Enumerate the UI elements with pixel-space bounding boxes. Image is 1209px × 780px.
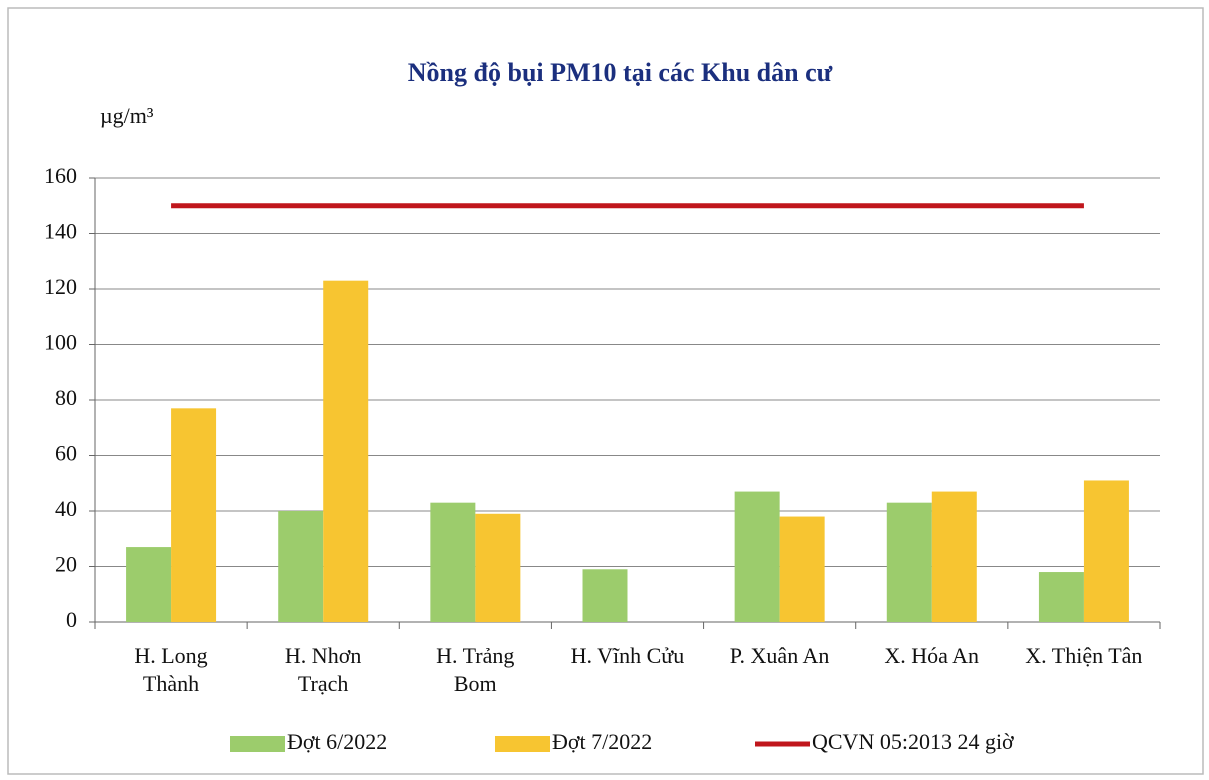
bar bbox=[171, 408, 217, 622]
y-tick-label: 100 bbox=[44, 330, 77, 355]
y-tick-label: 40 bbox=[55, 496, 77, 521]
bar bbox=[931, 491, 977, 622]
y-tick-label: 140 bbox=[44, 219, 77, 244]
chart-title: Nồng độ bụi PM10 tại các Khu dân cư bbox=[408, 58, 833, 87]
x-tick-label: H. Nhơn Trạch bbox=[284, 643, 362, 696]
x-tick-label: X. Hóa An bbox=[884, 643, 980, 668]
x-tick-label: X. Thiện Tân bbox=[1025, 643, 1143, 668]
legend-swatch bbox=[230, 736, 285, 752]
legend-label: Đợt 6/2022 bbox=[287, 729, 387, 754]
x-tick-label: P. Xuân An bbox=[729, 643, 830, 668]
y-tick-label: 20 bbox=[55, 552, 77, 577]
bar bbox=[886, 502, 932, 622]
bar bbox=[430, 502, 476, 622]
x-tick-label: H. Long Thành bbox=[134, 643, 208, 696]
legend-label: Đợt 7/2022 bbox=[552, 729, 652, 754]
legend-label: QCVN 05:2013 24 giờ bbox=[812, 729, 1014, 754]
bar bbox=[582, 569, 628, 622]
x-tick-label: H. Vĩnh Cửu bbox=[570, 643, 685, 668]
y-tick-label: 60 bbox=[55, 441, 77, 466]
frame bbox=[7, 7, 1204, 775]
bar bbox=[1038, 572, 1084, 622]
y-tick-label: 80 bbox=[55, 385, 77, 410]
bar bbox=[734, 491, 780, 622]
legend-swatch bbox=[495, 736, 550, 752]
bar bbox=[779, 516, 825, 622]
y-tick-label: 120 bbox=[44, 274, 77, 299]
bar bbox=[323, 280, 369, 622]
bar bbox=[1083, 480, 1129, 622]
y-tick-label: 0 bbox=[66, 607, 77, 632]
y-tick-label: 160 bbox=[44, 163, 77, 188]
y-axis-label: µg/m³ bbox=[100, 103, 154, 128]
bar bbox=[126, 547, 172, 622]
bar bbox=[278, 511, 324, 622]
x-tick-label: H. Trảng Bom bbox=[436, 643, 515, 696]
bar bbox=[475, 513, 521, 622]
